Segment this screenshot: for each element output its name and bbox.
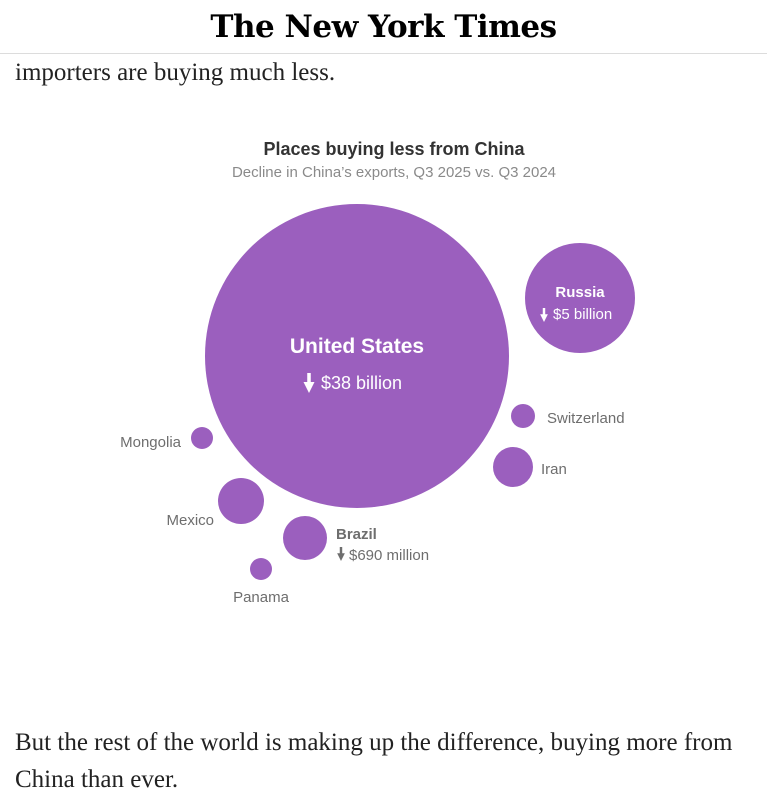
- label-united-states: United States: [290, 335, 424, 358]
- label-mongolia: Mongolia: [120, 434, 182, 451]
- article-paragraph-top: importers are buying much less.: [15, 59, 336, 86]
- value-brazil: $690 million: [349, 547, 429, 564]
- value-russia: $5 billion: [553, 306, 612, 323]
- down-arrow-icon: [337, 547, 345, 561]
- bubble-chart: Places buying less from China Decline in…: [120, 139, 635, 606]
- value-united-states: $38 billion: [321, 373, 402, 393]
- bubble-panama: [250, 558, 272, 580]
- down-arrow-icon: [303, 373, 315, 393]
- label-switzerland: Switzerland: [547, 410, 625, 427]
- bubble-switzerland: [511, 404, 535, 428]
- chart-title: Places buying less from China: [263, 139, 525, 159]
- bubbles-group: United States $38 billion Russia $5 billion…: [120, 204, 635, 606]
- label-panama: Panama: [233, 589, 290, 606]
- label-iran: Iran: [541, 461, 567, 478]
- bubble-brazil: [283, 516, 327, 560]
- nyt-logo[interactable]: The New York Times: [210, 9, 557, 45]
- label-brazil: Brazil: [336, 526, 377, 543]
- article-paragraph-bottom: But the rest of the world is making up t…: [15, 729, 733, 793]
- bubble-iran: [493, 447, 533, 487]
- masthead: The New York Times: [0, 0, 767, 54]
- chart-subtitle: Decline in China’s exports, Q3 2025 vs. …: [232, 164, 556, 181]
- label-russia: Russia: [555, 284, 605, 301]
- bubble-mexico: [218, 478, 264, 524]
- bubble-united-states: [205, 204, 509, 508]
- bubble-mongolia: [191, 427, 213, 449]
- bubble-russia: [525, 243, 635, 353]
- label-mexico: Mexico: [166, 512, 214, 529]
- down-arrow-icon: [540, 308, 548, 322]
